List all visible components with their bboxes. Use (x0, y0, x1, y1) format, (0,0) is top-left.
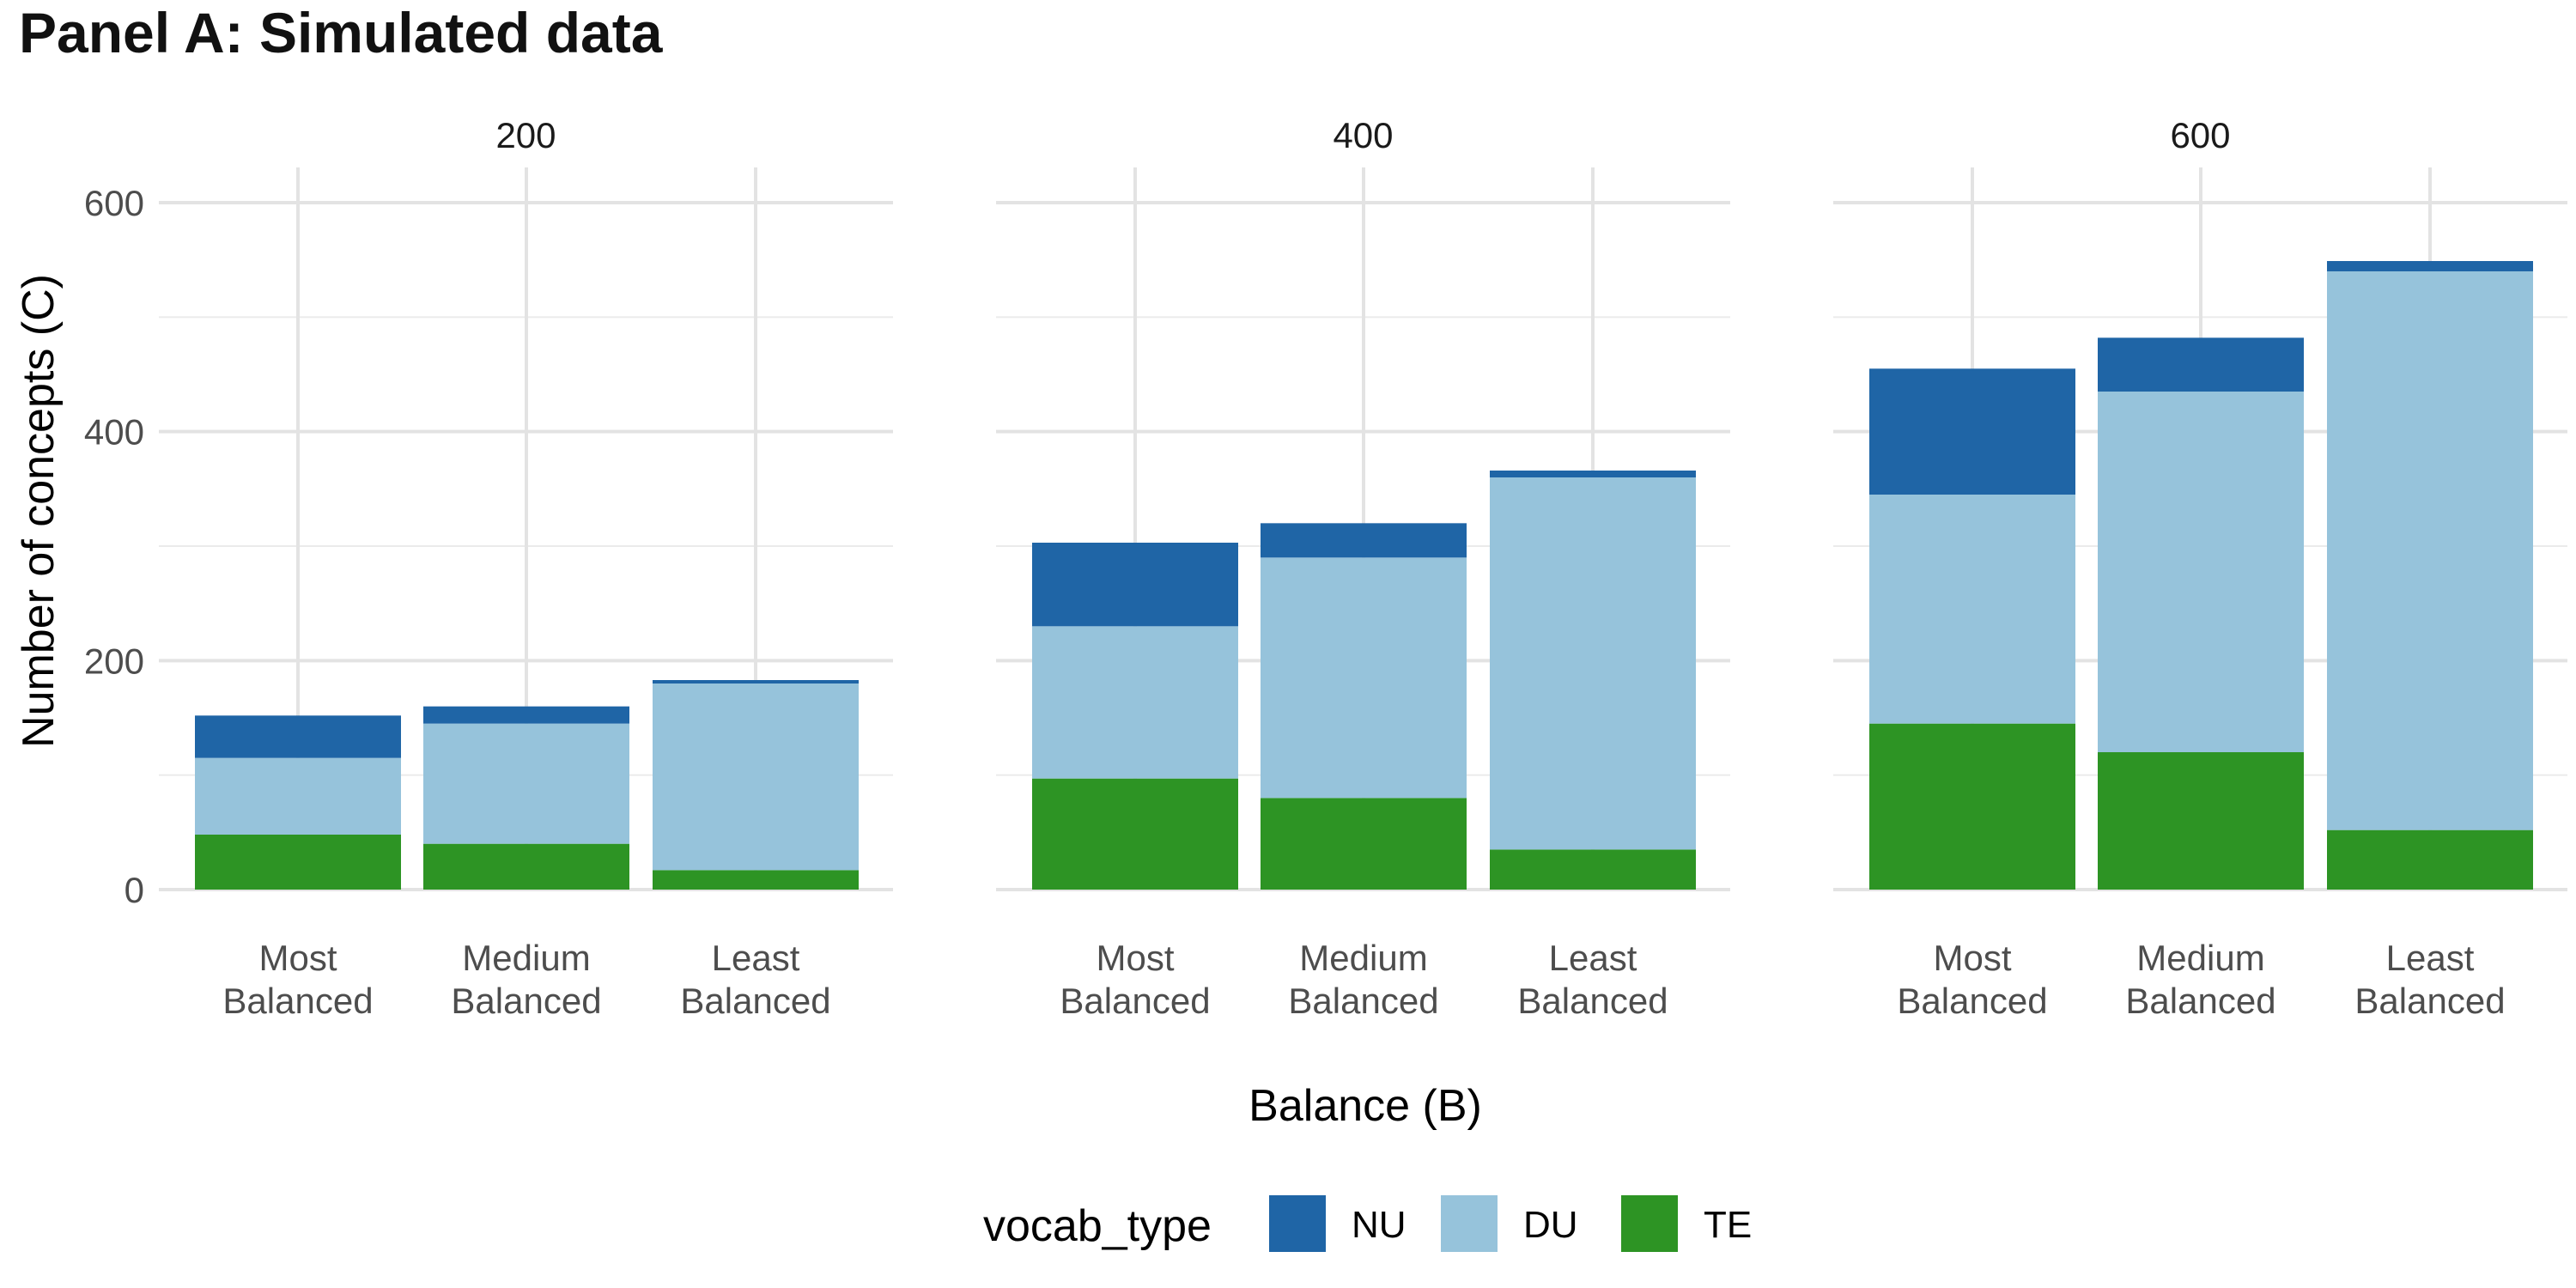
bar-du (2327, 271, 2533, 830)
x-tick-label-line: Balanced (1517, 981, 1668, 1021)
y-tick-label: 400 (84, 412, 144, 453)
x-tick-label-line: Balanced (451, 981, 601, 1021)
x-tick-label-line: Medium (462, 938, 590, 978)
bar-te (1869, 723, 2075, 890)
bar-nu (1261, 523, 1467, 558)
y-tick-label: 0 (125, 870, 144, 910)
x-tick-label-line: Balanced (2125, 981, 2275, 1021)
x-tick-label-line: Balanced (680, 981, 830, 1021)
bar-nu (1032, 543, 1238, 627)
legend-label-du: DU (1523, 1204, 1578, 1246)
y-tick-label: 200 (84, 641, 144, 681)
x-tick-label: Most Balanced (1897, 938, 2047, 1021)
bar-nu (653, 680, 859, 683)
legend: vocab_type NU DU TE (983, 1195, 1752, 1252)
bar-du (195, 757, 401, 835)
x-tick-label-line: Balanced (1897, 981, 2047, 1021)
x-tick-label-line: Balanced (1060, 981, 1210, 1021)
bar-nu (423, 706, 629, 724)
x-tick-label-line: Least (2386, 938, 2475, 978)
x-tick-label-line: Most (1096, 938, 1174, 978)
bar-du (653, 683, 859, 871)
bar-nu (1869, 368, 2075, 495)
y-axis-title: Number of concepts (C) (14, 274, 64, 748)
bar-du (423, 723, 629, 844)
legend-title: vocab_type (983, 1201, 1212, 1251)
x-tick-label-line: Least (712, 938, 800, 978)
bar-te (1490, 849, 1696, 890)
bar-du (1490, 477, 1696, 850)
bar-nu (195, 715, 401, 758)
bar-du (1261, 557, 1467, 799)
panel-strip-label: 600 (2170, 115, 2230, 155)
legend-label-te: TE (1704, 1204, 1752, 1246)
bar-te (423, 843, 629, 890)
bar-te (2098, 752, 2304, 890)
x-tick-label-line: Most (258, 938, 337, 978)
bar-te (653, 870, 859, 890)
bars-layer (195, 261, 2533, 890)
legend-key-nu (1269, 1195, 1326, 1252)
bar-te (1032, 778, 1238, 890)
x-tick-label: Least Balanced (2354, 938, 2505, 1021)
y-tick-label: 600 (84, 183, 144, 223)
x-tick-label: Medium Balanced (2125, 938, 2275, 1021)
x-tick-label-line: Balanced (2354, 981, 2505, 1021)
bar-te (2327, 829, 2533, 890)
x-tick-label-line: Medium (1299, 938, 1427, 978)
chart-title: Panel A: Simulated data (19, 1, 663, 64)
x-tick-label-line: Balanced (1288, 981, 1438, 1021)
bar-nu (1490, 471, 1696, 477)
bar-nu (2327, 261, 2533, 271)
x-tick-label: Most Balanced (222, 938, 373, 1021)
bar-te (1261, 798, 1467, 890)
legend-label-nu: NU (1352, 1204, 1406, 1246)
bar-nu (2098, 337, 2304, 392)
x-tick-label: Most Balanced (1060, 938, 1210, 1021)
bar-du (1032, 626, 1238, 779)
x-tick-label-line: Most (1933, 938, 2011, 978)
bar-du (1869, 495, 2075, 724)
x-tick-label-line: Least (1549, 938, 1637, 978)
x-tick-label: Least Balanced (1517, 938, 1668, 1021)
bar-du (2098, 392, 2304, 752)
x-tick-label: Medium Balanced (1288, 938, 1438, 1021)
x-tick-label-line: Medium (2136, 938, 2264, 978)
x-tick-label-line: Balanced (222, 981, 373, 1021)
panel-strip-label: 200 (495, 115, 556, 155)
panel-strip-label: 400 (1333, 115, 1393, 155)
x-tick-label: Least Balanced (680, 938, 830, 1021)
x-axis-title: Balance (B) (1249, 1081, 1482, 1131)
bar-te (195, 835, 401, 890)
legend-key-te (1621, 1195, 1678, 1252)
x-tick-label: Medium Balanced (451, 938, 601, 1021)
legend-key-du (1441, 1195, 1498, 1252)
